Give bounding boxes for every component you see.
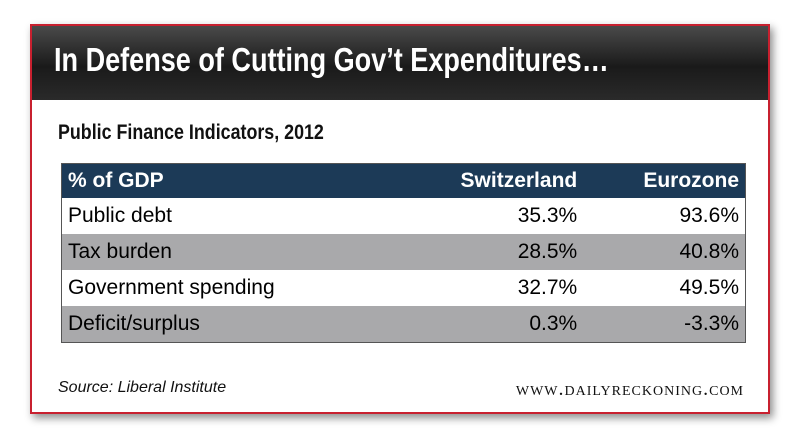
source: Source: Liberal Institute — [58, 379, 227, 396]
table-cell: Government spending — [61, 270, 391, 306]
table-row: Deficit/surplus 0.3% -3.3% — [61, 306, 746, 343]
header-row: % of GDP Switzerland Eurozone — [61, 163, 746, 198]
table-row: Tax burden 28.5% 40.8% — [61, 234, 746, 270]
table-cell: 49.5% — [583, 270, 746, 306]
table-cell: 40.8% — [583, 234, 746, 270]
table-cell: 28.5% — [390, 234, 584, 270]
table-cell: Deficit/surplus — [61, 306, 391, 343]
table-body: Public debt 35.3% 93.6% Tax burden 28.5% 40.8… — [61, 198, 746, 343]
title: In Defense of Cutting Gov’t Expenditures… — [54, 41, 609, 78]
subtitle: Public Finance Indicators, 2012 — [58, 121, 324, 144]
column-header: Switzerland — [390, 163, 584, 198]
site: www.dailyreckoning.com — [515, 378, 744, 400]
table-cell: 35.3% — [390, 198, 584, 234]
card: In Defense of Cutting Gov’t Expenditures… — [30, 24, 770, 414]
table-row: Government spending 32.7% 49.5% — [61, 270, 746, 306]
table-cell: 32.7% — [390, 270, 584, 306]
column-header: % of GDP — [61, 163, 391, 198]
title-bar: In Defense of Cutting Gov’t Expenditures… — [32, 26, 768, 100]
table-cell: 93.6% — [583, 198, 746, 234]
table-cell: 0.3% — [390, 306, 584, 343]
table-cell: -3.3% — [583, 306, 746, 343]
column-header: Eurozone — [583, 163, 746, 198]
table: % of GDP Switzerland Eurozone Public debt 3… — [61, 163, 746, 343]
table-cell: Public debt — [61, 198, 391, 234]
table-row: Public debt 35.3% 93.6% — [61, 198, 746, 234]
table-cell: Tax burden — [61, 234, 391, 270]
